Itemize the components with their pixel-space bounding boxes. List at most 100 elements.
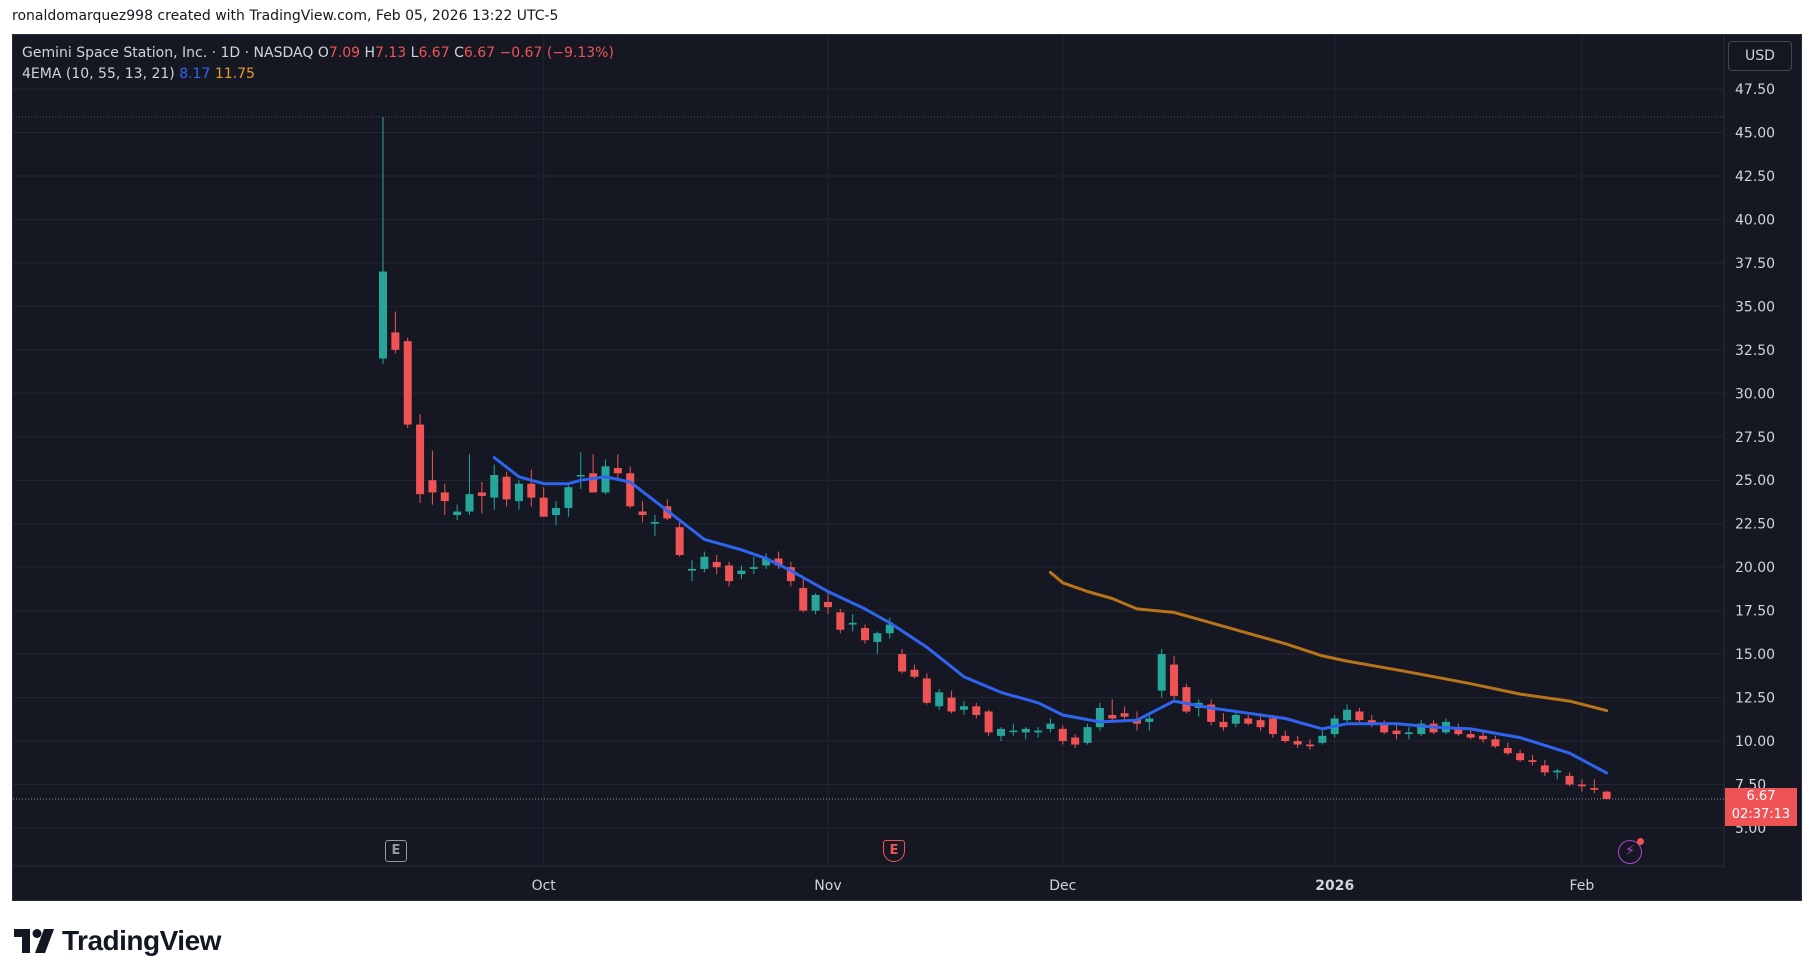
time-tick-label: Nov [814, 878, 841, 894]
close-label: C [454, 45, 464, 61]
last-price-tag: 6.67 02:37:13 [1725, 788, 1797, 826]
price-tick-label: 10.00 [1735, 734, 1775, 750]
candle-body [1120, 713, 1129, 717]
earnings-icon[interactable]: E [385, 840, 407, 862]
candle-body [885, 624, 894, 634]
open-label: O [317, 45, 329, 61]
price-tick-label: 42.50 [1735, 169, 1775, 185]
price-tick-label: 30.00 [1735, 386, 1775, 402]
candle-body [403, 341, 412, 425]
candle-body [749, 567, 758, 569]
candle-body [440, 492, 449, 502]
price-tick-label: 15.00 [1735, 647, 1775, 663]
candle-body [848, 622, 857, 625]
candle-body [1454, 727, 1463, 735]
candle-body [910, 669, 919, 677]
low-label: L [410, 45, 419, 61]
candle-body [688, 568, 696, 571]
time-tick-label: Oct [532, 878, 557, 894]
candle-body [836, 612, 845, 630]
candle-body [416, 424, 425, 495]
candle-body [502, 476, 511, 500]
candle-body [638, 511, 647, 516]
earnings-upcoming-icon[interactable]: E [883, 840, 905, 862]
indicator-name: 4EMA (10, 55, 13, 21) [22, 66, 175, 82]
candle-body [1466, 734, 1475, 738]
price-tick-label: 37.50 [1735, 256, 1775, 272]
candle-body [1516, 753, 1525, 761]
ema-fast-value: 8.17 [179, 66, 211, 82]
candle-body [391, 332, 400, 350]
price-tick-label: 32.50 [1735, 343, 1775, 359]
candle-body [1281, 735, 1290, 742]
candle-body [1021, 728, 1030, 733]
candle-body [786, 567, 795, 582]
price-tick-label: 12.50 [1735, 691, 1775, 707]
chart-credit: ronaldomarquez998 created with TradingVi… [12, 8, 559, 24]
price-tick-label: 17.50 [1735, 604, 1775, 620]
candle-body [527, 483, 536, 498]
candle-body [675, 527, 684, 556]
candle-body [1231, 714, 1240, 724]
candle-body [465, 494, 474, 512]
ema-slow-value: 11.75 [214, 66, 255, 82]
candle-body [1034, 730, 1043, 733]
candle-body [477, 492, 486, 496]
candle-body [700, 556, 709, 569]
candle-body [650, 521, 659, 524]
close-value: 6.67 [463, 45, 496, 61]
candle-body [453, 511, 462, 516]
candle-body [589, 473, 598, 493]
low-value: 6.67 [418, 45, 450, 61]
candle-body [1268, 718, 1277, 735]
candle-body [1182, 687, 1191, 712]
candle-body [1318, 735, 1327, 743]
ema-fast-line [492, 456, 1609, 775]
candle-body [947, 697, 956, 712]
candle-body [1343, 709, 1352, 721]
candle-body [1256, 720, 1265, 728]
indicator-legend[interactable]: 4EMA (10, 55, 13, 21) 8.17 11.75 [22, 66, 255, 82]
candle-body [1380, 723, 1389, 733]
candle-body [823, 601, 832, 608]
candle-body [861, 628, 870, 641]
candle-body [1207, 704, 1216, 722]
notification-dot [1637, 838, 1644, 845]
candle-body [1293, 741, 1302, 745]
candle-body [873, 633, 882, 642]
candle-body [1367, 720, 1376, 724]
candle-body [564, 487, 573, 509]
candle-body [1157, 654, 1166, 691]
candle-body [539, 497, 548, 517]
currency-button[interactable]: USD [1728, 41, 1792, 71]
chart-panel[interactable] [12, 34, 1802, 901]
price-tick-label: 47.50 [1735, 82, 1775, 98]
price-tick-label: 22.50 [1735, 517, 1775, 533]
symbol-legend: Gemini Space Station, Inc. · 1D · NASDAQ… [22, 45, 614, 61]
candle-body [898, 654, 907, 672]
candle-body [1058, 728, 1067, 742]
price-tick-label: 40.00 [1735, 212, 1775, 228]
candle-body [601, 466, 610, 493]
tradingview-wordmark: TradingView [62, 925, 221, 956]
candle-body [997, 728, 1005, 736]
price-tick-label: 27.50 [1735, 430, 1775, 446]
candle-body [972, 706, 981, 715]
candle-body [1355, 711, 1364, 721]
candle-body [576, 475, 585, 477]
candle-body [1306, 744, 1314, 747]
candle-body [1219, 721, 1228, 728]
candle-body [1392, 730, 1401, 735]
candle-body [1108, 714, 1117, 719]
candle-body [1479, 735, 1488, 740]
candle-body [1083, 727, 1092, 743]
candle-body [1491, 739, 1500, 747]
candle-body [1404, 732, 1413, 735]
candle-body [428, 480, 437, 493]
candle-body [737, 570, 746, 575]
open-value: 7.09 [328, 45, 361, 61]
candle-body [1565, 775, 1574, 785]
candle-body [1528, 760, 1537, 762]
candle-body [1132, 720, 1141, 724]
